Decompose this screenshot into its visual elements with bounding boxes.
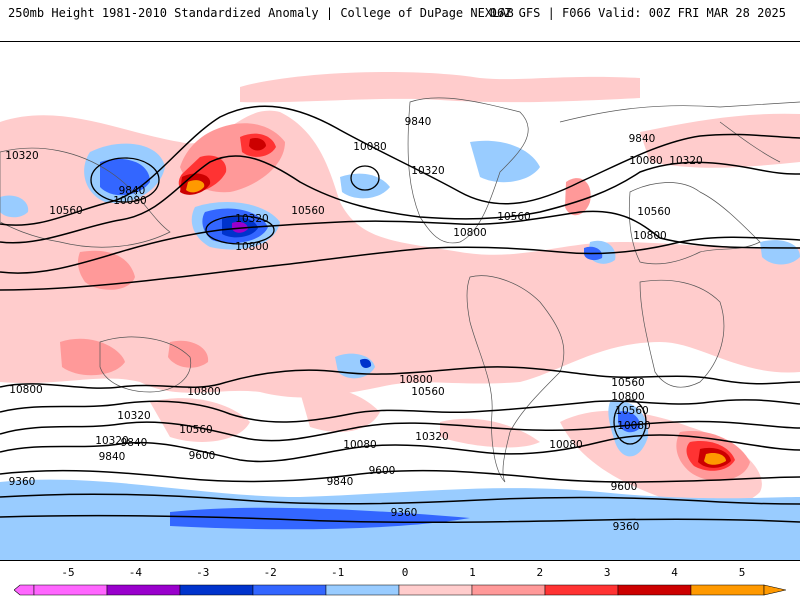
colorbar-tick-label: 0 [401,566,409,579]
contour-label: 9360 [391,507,418,519]
model-run-info: 06Z GFS | F066 Valid: 00Z FRI MAR 28 202… [489,6,786,20]
height-contours [0,105,800,524]
colorbar-tick-label: -1 [330,566,345,579]
contour-label: 9840 [327,476,354,488]
contour-label: 10320 [669,155,702,167]
colorbar: -5 -4 -3 -2 -1 0 1 2 3 4 5 [0,566,800,600]
contour-label: 10800 [235,241,268,253]
colorbar-swatch [106,584,181,596]
contour-label: 10320 [95,435,128,447]
colorbar-swatch [617,584,692,596]
strong-positive-shading [178,133,735,471]
contour-label: 9840 [119,185,146,197]
contour-label: 10560 [611,377,644,389]
contour-label-group: 1032098401008010560103201080010560100801… [5,116,702,533]
contour-label: 10800 [399,374,432,386]
contour-label: 10080 [353,141,386,153]
colorbar-tick-label: 3 [603,566,611,579]
contour-label: 9600 [189,450,216,462]
contour-label: 10560 [291,205,324,217]
colorbar-swatch [690,584,765,596]
colorbar-max-arrow [763,584,786,596]
contour-label: 10560 [179,424,212,436]
contour-label: 9360 [9,476,36,488]
contour-label: 9360 [613,521,640,533]
colorbar-swatch [33,584,108,596]
colorbar-swatch [325,584,400,596]
contour-label: 9840 [121,437,148,449]
colorbar-tick-label: 1 [469,566,476,579]
colorbar-tick-label: 4 [671,566,678,579]
colorbar-scale [14,584,786,596]
contour-label: 10560 [49,205,82,217]
contour-label: 9840 [99,451,126,463]
colorbar-tick-label: -3 [196,566,210,579]
closed-contours [90,157,647,445]
contour-label: 10080 [549,439,582,451]
contour-label: 10080 [113,195,146,207]
contour-label: 10320 [117,410,150,422]
colorbar-tick-label: -4 [128,566,143,579]
colorbar-swatch [179,584,254,596]
contour-label: 10800 [187,386,220,398]
colorbar-tick-label: 5 [738,566,746,579]
map-title: 250mb Height 1981-2010 Standardized Anom… [8,6,514,20]
colorbar-tick-label: -2 [263,566,277,579]
map-panel: 10320 9840 10080 10560 10320 10800 10560 10080 1… [0,41,800,561]
contour-label: 10320 [415,431,448,443]
strong-negative-shading [222,216,372,368]
contour-label: 10560 [411,386,444,398]
contour-label: 9600 [611,481,638,493]
contour-label: 10560 [615,405,648,417]
colorbar-swatch [252,584,327,596]
contour-label: 9840 [405,116,432,128]
contour-label: 10080 [617,420,650,432]
contour-label: 10080 [343,439,376,451]
contour-label: 9840 [629,133,656,145]
colorbar-tick-label: -5 [61,566,75,579]
anomaly-map: 1032098401008010560103201080010560100801… [0,71,800,560]
colorbar-tick-label: 2 [536,566,544,579]
contour-label: 10560 [497,211,530,223]
contour-label: 10080 [629,155,662,167]
contour-label: 10320 [235,213,268,225]
contour-label: 10800 [453,227,486,239]
colorbar-swatch [544,584,619,596]
coastlines [0,97,800,483]
colorbar-swatch [398,584,473,596]
contour-label: 10320 [5,150,38,162]
colorbar-min-arrow [14,584,35,596]
contour-label: 9600 [369,465,396,477]
contour-label: 10800 [611,391,644,403]
contour-label: 10560 [637,206,670,218]
contour-label: 10320 [411,165,444,177]
colorbar-swatch [471,584,546,596]
contour-label: 10800 [9,384,42,396]
contour-label: 10800 [633,230,666,242]
